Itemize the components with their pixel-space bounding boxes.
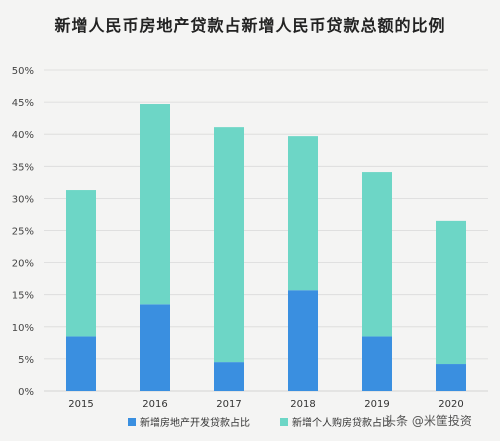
x-tick-label: 2016 [142,399,167,410]
watermark: 头条 @米筐投资 [384,414,472,428]
y-tick-label: 30% [12,194,34,205]
bar-mortgage-2015 [66,190,96,337]
legend: 新增房地产开发贷款占比 新增个人购房贷款占比 [128,414,392,429]
y-tick-label: 10% [12,323,34,334]
y-tick-label: 15% [12,291,34,302]
bar-development-2017 [214,362,244,391]
bars [66,104,466,391]
bar-mortgage-2018 [288,136,318,291]
bar-mortgage-2019 [362,172,392,337]
y-tick-label: 0% [18,387,34,398]
bar-mortgage-2020 [436,220,466,365]
legend-swatch-development [128,417,136,426]
x-axis-ticks: 2015 2016 2017 2018 2019 2020 [68,399,463,410]
y-tick-label: 50% [12,66,34,77]
y-tick-label: 40% [12,130,34,141]
bar-development-2018 [288,290,318,391]
legend-item-development: 新增房地产开发贷款占比 [128,414,250,429]
bar-development-2016 [140,304,170,391]
x-tick-label: 2017 [216,399,241,410]
chart-title: 新增人民币房地产贷款占新增人民币贷款总额的比例 [54,16,446,35]
legend-swatch-mortgage [280,417,288,426]
legend-item-mortgage: 新增个人购房贷款占比 [280,414,392,429]
y-tick-label: 45% [12,98,34,109]
y-axis-ticks: 0% 5% 10% 15% 20% 25% 30% 35% 40% 45% 50% [12,66,34,398]
y-tick-label: 25% [12,227,34,238]
x-tick-label: 2018 [290,399,315,410]
x-tick-label: 2020 [438,399,463,410]
bar-development-2015 [66,336,96,391]
y-tick-label: 5% [18,355,34,366]
bar-development-2019 [362,336,392,391]
bar-mortgage-2017 [214,127,244,363]
legend-label-development: 新增房地产开发贷款占比 [140,418,250,429]
y-tick-label: 20% [12,259,34,270]
x-tick-label: 2019 [364,399,389,410]
y-tick-label: 35% [12,162,34,173]
gridlines [44,69,488,392]
bar-mortgage-2016 [140,104,170,305]
legend-label-mortgage: 新增个人购房贷款占比 [292,418,392,429]
x-tick-label: 2015 [68,399,93,410]
bar-development-2020 [436,364,466,391]
